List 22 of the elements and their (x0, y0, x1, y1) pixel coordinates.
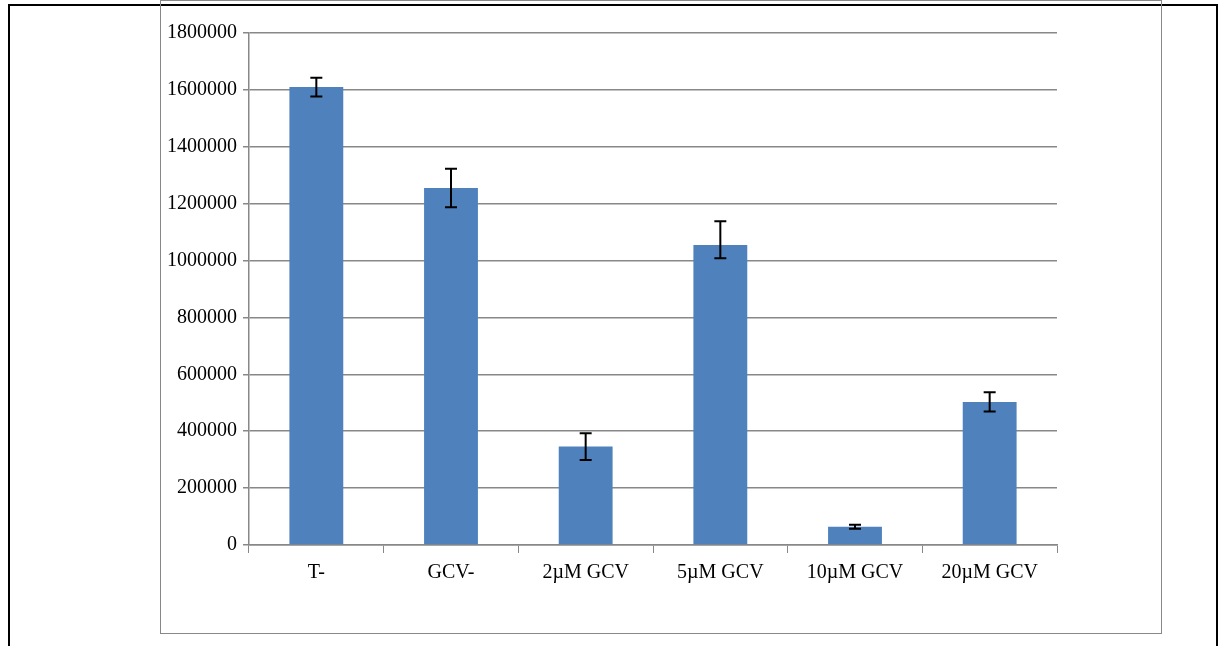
y-tick-label: 1400000 (167, 134, 237, 157)
bar (289, 87, 344, 545)
x-tick-label: 2µM GCV (542, 560, 630, 584)
bar (693, 244, 748, 545)
y-tick-label: 600000 (177, 361, 237, 384)
x-tick-label: T- (307, 560, 325, 583)
y-tick-label: 1000000 (167, 247, 237, 270)
bar (828, 526, 882, 545)
y-tick-label: 1600000 (167, 77, 237, 100)
x-tick-label: 10µM GCV (806, 560, 904, 584)
bar (558, 446, 613, 545)
bar (962, 401, 1017, 545)
x-tick-label: 5µM GCV (677, 560, 765, 584)
x-tick-label: 20µM GCV (941, 560, 1039, 584)
y-tick-label: 1200000 (167, 190, 237, 213)
y-tick-label: 1800000 (167, 20, 237, 43)
y-tick-label: 0 (227, 532, 237, 555)
y-tick-label: 800000 (177, 304, 237, 327)
y-tick-label: 400000 (177, 418, 237, 441)
bar (424, 188, 478, 545)
y-tick-label: 200000 (177, 475, 237, 498)
x-tick-label: GCV- (427, 560, 475, 583)
